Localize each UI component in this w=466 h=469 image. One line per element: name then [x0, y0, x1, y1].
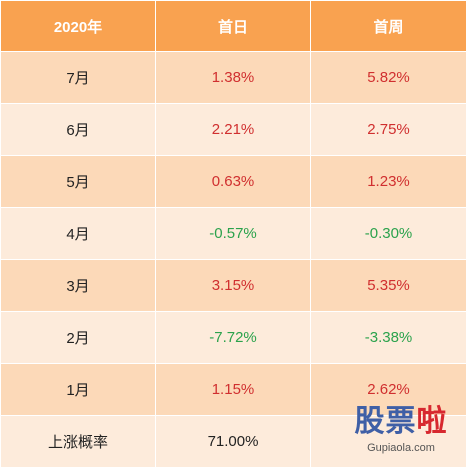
month-cell: 3月: [0, 259, 156, 312]
month-cell: 7月: [0, 51, 156, 104]
month-cell: 4月: [0, 207, 156, 260]
first-day-cell: 3.15%: [155, 259, 311, 312]
table-header-row: 2020年 首日 首周: [0, 0, 466, 52]
table-row: 1月 1.15% 2.62%: [0, 363, 466, 416]
first-week-cell: -0.30%: [310, 207, 466, 260]
month-cell: 5月: [0, 155, 156, 208]
summary-row: 上涨概率 71.00%: [0, 415, 466, 468]
rise-probability-label: 上涨概率: [0, 415, 156, 468]
first-day-cell: 1.38%: [155, 51, 311, 104]
table-row: 3月 3.15% 5.35%: [0, 259, 466, 312]
header-year: 2020年: [0, 0, 156, 52]
month-cell: 6月: [0, 103, 156, 156]
first-day-cell: -0.57%: [155, 207, 311, 260]
first-day-cell: 2.21%: [155, 103, 311, 156]
rise-probability-first-week: [310, 415, 466, 468]
first-day-cell: 0.63%: [155, 155, 311, 208]
month-cell: 1月: [0, 363, 156, 416]
first-day-cell: 1.15%: [155, 363, 311, 416]
first-week-cell: 5.82%: [310, 51, 466, 104]
table-row: 6月 2.21% 2.75%: [0, 103, 466, 156]
month-cell: 2月: [0, 311, 156, 364]
first-week-cell: -3.38%: [310, 311, 466, 364]
rise-probability-first-day: 71.00%: [155, 415, 311, 468]
first-week-cell: 5.35%: [310, 259, 466, 312]
table-row: 7月 1.38% 5.82%: [0, 51, 466, 104]
table-row: 2月 -7.72% -3.38%: [0, 311, 466, 364]
first-day-cell: -7.72%: [155, 311, 311, 364]
table-row: 4月 -0.57% -0.30%: [0, 207, 466, 260]
header-first-day: 首日: [155, 0, 311, 52]
first-week-cell: 2.62%: [310, 363, 466, 416]
header-first-week: 首周: [310, 0, 466, 52]
first-week-cell: 1.23%: [310, 155, 466, 208]
table-row: 5月 0.63% 1.23%: [0, 155, 466, 208]
first-week-cell: 2.75%: [310, 103, 466, 156]
